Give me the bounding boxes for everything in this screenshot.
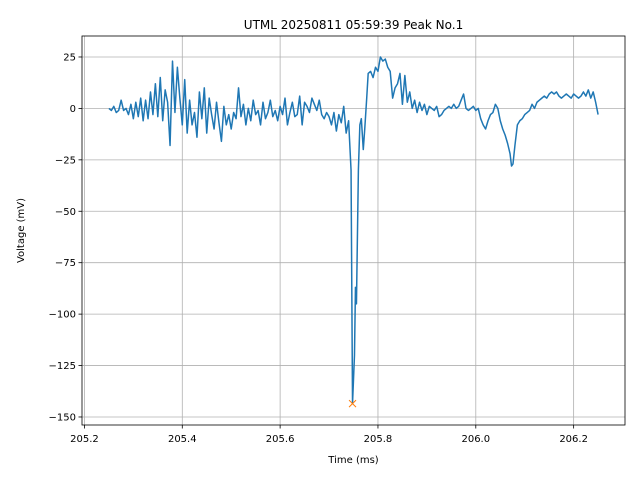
peak-marker xyxy=(348,399,357,408)
y-tick-label: −150 xyxy=(49,412,76,423)
x-tick-label: 206.0 xyxy=(461,434,490,445)
y-tick-label: 25 xyxy=(63,52,76,63)
y-tick-label: −125 xyxy=(49,361,76,372)
y-tick-label: −75 xyxy=(55,258,76,269)
x-tick-label: 205.4 xyxy=(168,434,197,445)
y-tick-label: −50 xyxy=(55,207,76,218)
x-tick-label: 205.8 xyxy=(364,434,393,445)
x-tick-label: 205.2 xyxy=(70,434,99,445)
y-tick-label: −25 xyxy=(55,155,76,166)
line-series xyxy=(108,56,599,405)
chart-title: UTML 20250811 05:59:39 Peak No.1 xyxy=(244,18,463,32)
y-axis-label: Voltage (mV) xyxy=(16,198,27,263)
y-tick-label: 0 xyxy=(70,104,76,115)
y-tick-label: −100 xyxy=(49,310,76,321)
axes-frame xyxy=(81,35,626,426)
x-tick-label: 206.2 xyxy=(559,434,588,445)
x-tick-label: 205.6 xyxy=(266,434,295,445)
x-axis-label: Time (ms) xyxy=(327,455,379,466)
